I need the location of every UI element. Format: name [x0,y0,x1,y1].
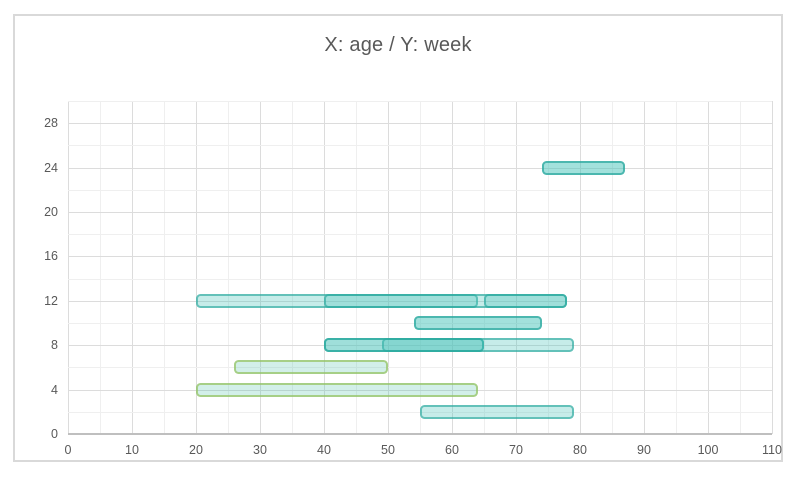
x-tick-label-10: 10 [125,443,139,457]
bar-week2-age55-79[interactable] [420,404,574,419]
bar-week24-age74-87[interactable] [541,160,625,175]
gridline-y-22 [68,189,772,191]
gridline-y-30 [68,101,772,102]
gridline-x-95 [676,101,677,434]
gridline-y-16 [68,256,772,258]
gridline-x-30 [260,101,261,434]
bar-week4-age20-64[interactable] [196,382,478,397]
gridline-x-0 [68,101,69,434]
gridline-y-26 [68,145,772,147]
y-tick-label-8: 8 [51,338,58,353]
y-tick-label-0: 0 [51,427,58,441]
gridline-y-12 [68,300,772,302]
y-tick-label-4: 4 [51,382,58,397]
x-tick-label-80: 80 [573,443,587,457]
gridline-x-10 [132,101,133,434]
gridline-x-35 [292,101,293,434]
gridline-y-24 [68,167,772,169]
x-tick-label-110: 110 [762,443,782,457]
bar-week6-age26-50[interactable] [234,360,388,375]
gridline-x-40 [324,101,325,434]
gridline-x-60 [452,101,453,434]
gridline-y-4 [68,389,772,391]
x-tick-label-20: 20 [189,443,203,457]
gridline-x-5 [100,101,101,434]
gridline-x-45 [356,101,357,434]
bar-week8-age40-79[interactable] [324,338,574,353]
gridline-x-50 [388,101,389,434]
gridline-y-8 [68,345,772,347]
gridline-x-65 [484,101,485,434]
y-tick-label-16: 16 [44,249,58,264]
x-tick-label-40: 40 [317,443,331,457]
gridline-y-20 [68,212,772,213]
x-tick-label-70: 70 [509,443,523,457]
gridline-x-80 [580,101,581,434]
gridline-x-15 [164,101,165,434]
gridline-y-14 [68,278,772,280]
y-tick-label-12: 12 [44,293,58,308]
gridline-y-18 [68,234,772,236]
x-tick-label-0: 0 [64,443,72,457]
y-tick-label-20: 20 [44,205,58,219]
bar-week10-age54-74[interactable] [413,316,542,330]
gridline-x-55 [420,101,421,434]
chart-card: X: age / Y: week 0 10 20 30 40 50 60 70 80 90 100 1… [13,14,783,462]
x-tick-label-100: 100 [697,443,719,457]
gridline-x-75 [548,101,549,434]
x-tick-label-50: 50 [381,443,395,457]
gridline-x-20 [196,101,197,434]
x-tick-label-60: 60 [445,443,459,457]
chart-title: X: age / Y: week [324,34,472,56]
x-tick-label-30: 30 [253,443,267,457]
gridline-x-90 [644,101,645,434]
gridline-x-110 [772,101,773,434]
gridline-x-100 [708,101,709,434]
gridline-x-85 [612,101,613,434]
x-axis-line [68,433,772,435]
plot-area: 0 10 20 30 40 50 60 70 80 90 100 110 0 4 8 12 16 20 24 28 [44,101,782,457]
y-tick-label-28: 28 [44,116,58,131]
gridline-x-25 [228,101,229,434]
bar-week12-age65-78[interactable] [484,293,568,308]
x-tick-label-90: 90 [637,443,651,457]
gridline-y-6 [68,367,772,369]
gridline-x-70 [516,101,517,434]
gridline-y-28 [68,123,772,125]
y-tick-label-24: 24 [44,160,58,175]
gridline-x-105 [740,101,741,434]
